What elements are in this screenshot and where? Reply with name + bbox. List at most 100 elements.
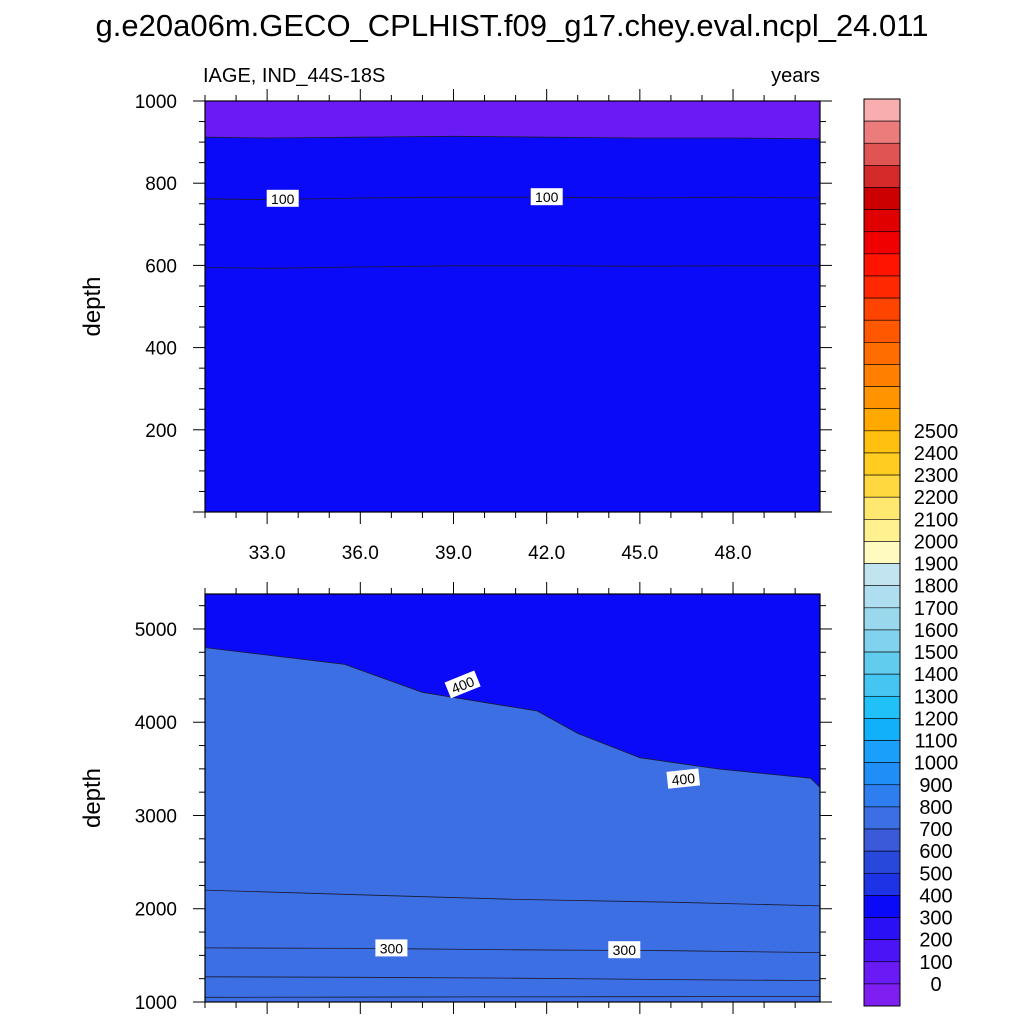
colorbar-label: 900 xyxy=(919,775,952,797)
colorbar-swatch xyxy=(863,209,901,233)
colorbar-swatch xyxy=(863,939,901,963)
svg-text:100: 100 xyxy=(535,189,559,205)
colorbar-swatch xyxy=(863,98,901,122)
colorbar-swatch xyxy=(863,850,901,874)
figure-title: g.e20a06m.GECO_CPLHIST.f09_g17.chey.eval… xyxy=(96,8,929,43)
colorbar-label: 0 xyxy=(930,974,941,996)
colorbar-swatch xyxy=(863,519,901,542)
colorbar-swatch xyxy=(863,718,901,741)
colorbar-label: 1000 xyxy=(914,753,959,775)
contour-line-50 xyxy=(205,265,820,269)
contour-line-250 xyxy=(205,976,820,981)
colorbar-swatch xyxy=(863,961,901,985)
x-tick-label: 45.0 xyxy=(621,543,658,564)
colorbar-swatch xyxy=(863,187,901,210)
y-tick-label: 800 xyxy=(145,174,177,195)
contour-label: 100 xyxy=(266,189,299,207)
y-tick-label: 400 xyxy=(145,339,177,360)
colorbar-label: 2100 xyxy=(914,509,959,531)
colorbar-swatch xyxy=(863,364,901,387)
x-tick-label: 36.0 xyxy=(342,543,379,564)
colorbar-swatch xyxy=(863,585,901,609)
y-tick-label: 3000 xyxy=(135,806,177,827)
colorbar-swatch xyxy=(863,872,901,896)
colorbar-swatch xyxy=(863,695,901,719)
contour-label: 300 xyxy=(375,939,408,957)
y-axis-label: depth xyxy=(79,276,106,336)
colorbar-swatch xyxy=(863,231,901,255)
colorbar-swatch xyxy=(863,806,901,830)
colorbar-label: 1500 xyxy=(914,642,959,664)
contour-label: 400 xyxy=(666,768,701,789)
colorbar-swatch xyxy=(863,253,901,277)
y-axis-label: depth xyxy=(79,768,106,828)
colorbar-label: 1300 xyxy=(914,686,959,708)
contour-label: 100 xyxy=(530,188,563,206)
colorbar-label: 600 xyxy=(919,841,952,863)
colorbar-swatch xyxy=(863,474,901,498)
colorbar-label: 500 xyxy=(919,863,952,885)
colorbar-label: 1700 xyxy=(914,598,959,620)
contour-label: 300 xyxy=(608,941,641,959)
y-tick-label: 200 xyxy=(145,421,177,442)
colorbar-swatch xyxy=(863,651,901,675)
colorbar-label: 2000 xyxy=(914,531,959,553)
colorbar-swatch xyxy=(863,496,901,520)
colorbar-swatch xyxy=(863,142,901,166)
x-tick-label: 48.0 xyxy=(715,543,752,564)
colorbar-swatch xyxy=(863,895,901,918)
colorbar-label: 1100 xyxy=(914,731,957,753)
colorbar-label: 400 xyxy=(919,885,952,907)
colorbar-label: 300 xyxy=(919,908,952,930)
y-tick-label: 2000 xyxy=(135,900,177,921)
x-tick-label: 33.0 xyxy=(249,543,286,564)
colorbar-swatch xyxy=(863,386,901,410)
svg-text:100: 100 xyxy=(271,191,295,207)
colorbar-swatch xyxy=(863,740,901,763)
colorbar-label: 2300 xyxy=(914,465,959,487)
colorbar-label: 2200 xyxy=(914,487,959,509)
colorbar-swatch xyxy=(863,983,901,1007)
svg-text:400: 400 xyxy=(671,770,696,788)
colorbar-label: 800 xyxy=(919,797,952,819)
svg-text:300: 300 xyxy=(613,942,637,958)
colorbar-swatch xyxy=(863,408,901,432)
colorbar-swatch xyxy=(863,541,901,564)
svg-text:300: 300 xyxy=(380,940,404,956)
colorbar-label: 1600 xyxy=(914,620,959,642)
plot-frame xyxy=(204,593,821,1003)
colorbar-swatch xyxy=(863,828,901,852)
colorbar-swatch xyxy=(863,275,901,299)
colorbar-swatch xyxy=(863,165,901,188)
colorbar-swatch xyxy=(863,297,901,321)
y-tick-label: 5000 xyxy=(135,620,177,641)
colorbar: 0100200300400500600700800900100011001200… xyxy=(863,98,959,1007)
contour-line-350 xyxy=(205,889,820,907)
x-tick-label: 39.0 xyxy=(435,543,472,564)
y-tick-label: 1000 xyxy=(135,993,177,1014)
colorbar-label: 1400 xyxy=(914,664,959,686)
colorbar-label: 1900 xyxy=(914,554,959,576)
colorbar-swatch xyxy=(863,342,901,365)
colorbar-swatch xyxy=(863,563,901,586)
y-tick-label: 1000 xyxy=(135,92,177,113)
y-tick-label: 4000 xyxy=(135,713,177,734)
colorbar-swatch xyxy=(863,319,901,343)
contour-fill-150 xyxy=(205,136,820,512)
colorbar-label: 1800 xyxy=(914,576,959,598)
colorbar-swatch xyxy=(863,430,901,454)
contour-line-300 xyxy=(205,947,820,953)
colorbar-swatch xyxy=(863,917,901,940)
colorbar-label: 200 xyxy=(919,930,952,952)
contour-fill-400 xyxy=(205,647,820,1002)
colorbar-label: 100 xyxy=(919,952,952,974)
subtitle-right: years xyxy=(771,65,820,87)
contour-line-400 xyxy=(205,647,820,801)
x-tick-label: 42.0 xyxy=(528,543,565,564)
colorbar-swatch xyxy=(863,120,901,144)
colorbar-label: 2400 xyxy=(914,443,959,465)
contour-line-150 xyxy=(205,135,820,140)
contour-line-200 xyxy=(205,996,820,998)
